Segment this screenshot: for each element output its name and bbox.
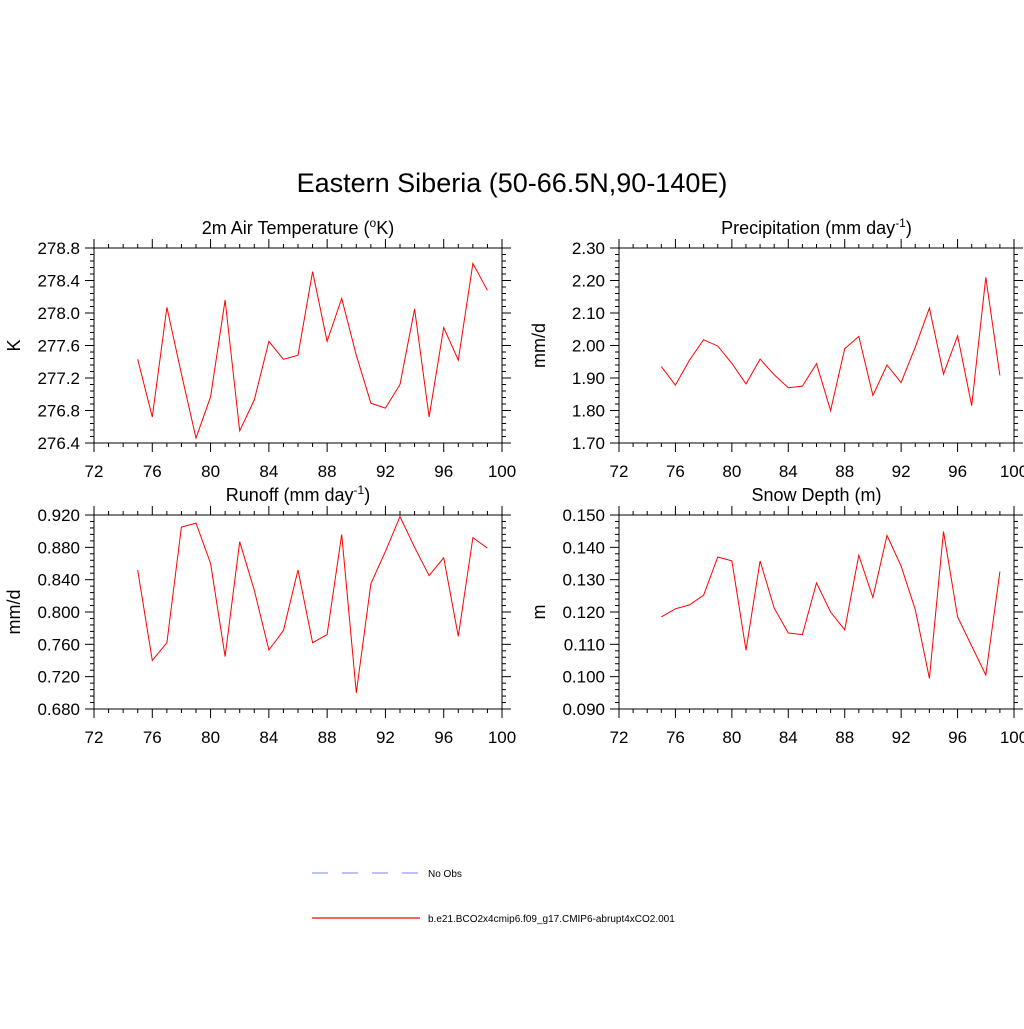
y-tick-label: 0.880 [37,538,80,557]
y-tick-label: 2.00 [572,337,605,356]
x-tick-label: 84 [259,462,278,481]
y-tick-label: 278.8 [37,239,80,258]
series-line-runoff [137,515,488,693]
x-tick-label: 92 [892,728,911,747]
x-tick-label: 88 [318,462,337,481]
panel-title-precipitation: Precipitation (mm day-1) [721,216,912,238]
y-tick-label: 276.4 [37,434,80,453]
series-line-snow-depth [661,531,1001,679]
x-tick-label: 72 [85,462,104,481]
legend-label-model: b.e21.BCO2x4cmip6.f09_g17.CMIP6-abrupt4x… [428,914,675,925]
panel-title-superscript: -1 [354,483,365,497]
panel-title-text: Runoff (mm day [226,485,354,505]
panel-title-runoff: Runoff (mm day-1) [226,483,370,505]
y-tick-label: 276.8 [37,402,80,421]
y-tick-label: 1.90 [572,369,605,388]
y-tick-label: 0.090 [562,700,605,719]
panel-title-suffix: K) [376,218,394,238]
y-tick-label: 278.0 [37,304,80,323]
panel-title-snow-depth: Snow Depth (m) [751,485,881,505]
y-tick-label: 277.2 [37,369,80,388]
y-tick-label: 0.120 [562,603,605,622]
panel-runoff: Runoff (mm day-1) mm/d 72 76 80 84 88 92 96 100 0.… [4,483,516,747]
x-tick-label: 84 [779,462,798,481]
panel-title-suffix: ) [906,218,912,238]
x-tick-label: 80 [722,728,741,747]
x-tick-label: 76 [666,462,685,481]
x-tick-label: 92 [376,728,395,747]
panel-precipitation: Precipitation (mm day-1) mm/d 72 76 80 84 88 92… [529,216,1024,481]
x-tick-label: 92 [376,462,395,481]
x-tick-label: 100 [1000,728,1024,747]
figure-title: Eastern Siberia (50-66.5N,90-140E) [297,168,728,198]
y-tick-label: 0.840 [37,571,80,590]
panel-snow-depth: Snow Depth (m) m 72 76 80 84 88 92 96 100 0.090 0.1… [529,485,1024,747]
panel-title-text: 2m Air Temperature ( [202,218,370,238]
y-tick-label: 0.150 [562,506,605,525]
y-tick-label: 2.20 [572,272,605,291]
x-tick-label: 88 [835,462,854,481]
panel-title-superscript: -1 [895,216,906,230]
y-tick-label: 0.140 [562,538,605,557]
plot-frame-precipitation [618,247,1015,444]
plot-frame-snow-depth [618,514,1015,710]
legend: No Obs b.e21.BCO2x4cmip6.f09_g17.CMIP6-a… [312,869,675,925]
y-axis-label-precipitation: mm/d [529,323,549,368]
x-tick-label: 84 [259,728,278,747]
y-tick-label: 278.4 [37,272,80,291]
y-tick-label: 277.6 [37,337,80,356]
y-tick-label: 0.720 [37,668,80,687]
panel-title-superscript: o [370,216,377,230]
y-tick-label: 0.100 [562,668,605,687]
legend-label-no-obs: No Obs [428,869,462,880]
panel-title-text: Snow Depth (m) [751,485,881,505]
x-tick-label: 80 [201,728,220,747]
x-tick-label: 72 [610,462,629,481]
x-tick-label: 76 [143,462,162,481]
y-tick-label: 1.70 [572,434,605,453]
x-tick-label: 100 [488,728,516,747]
y-tick-label: 0.680 [37,700,80,719]
x-tick-label: 96 [434,728,453,747]
panel-air-temperature: 2m Air Temperature (oK) K 72 76 80 84 88 92 96 10… [4,216,516,481]
x-tick-label: 96 [948,462,967,481]
x-tick-label: 100 [488,462,516,481]
x-tick-label: 100 [1000,462,1024,481]
y-tick-label: 0.130 [562,571,605,590]
x-tick-label: 76 [666,728,685,747]
y-tick-label: 2.30 [572,239,605,258]
panel-title-air-temperature: 2m Air Temperature (oK) [202,216,394,238]
y-tick-label: 0.800 [37,603,80,622]
y-tick-label: 1.80 [572,402,605,421]
x-tick-label: 72 [610,728,629,747]
x-tick-label: 76 [143,728,162,747]
x-tick-label: 80 [201,462,220,481]
x-tick-label: 96 [434,462,453,481]
x-tick-label: 96 [948,728,967,747]
y-axis-label-air-temperature: K [4,339,24,351]
panel-title-text: Precipitation (mm day [721,218,895,238]
y-tick-label: 0.110 [564,635,605,654]
x-tick-label: 80 [722,462,741,481]
panel-title-suffix: ) [364,485,370,505]
x-tick-label: 84 [779,728,798,747]
y-axis-label-runoff: mm/d [4,590,24,635]
x-tick-label: 88 [835,728,854,747]
x-tick-label: 72 [85,728,104,747]
x-tick-label: 92 [892,462,911,481]
series-line-precipitation [660,277,1001,413]
y-tick-label: 0.760 [37,635,80,654]
series-line-air-temperature [137,261,488,440]
y-axis-label-snow-depth: m [529,605,549,620]
x-tick-label: 88 [318,728,337,747]
plot-frame-runoff [93,514,503,710]
y-tick-label: 0.920 [37,506,80,525]
y-tick-label: 2.10 [572,304,605,323]
